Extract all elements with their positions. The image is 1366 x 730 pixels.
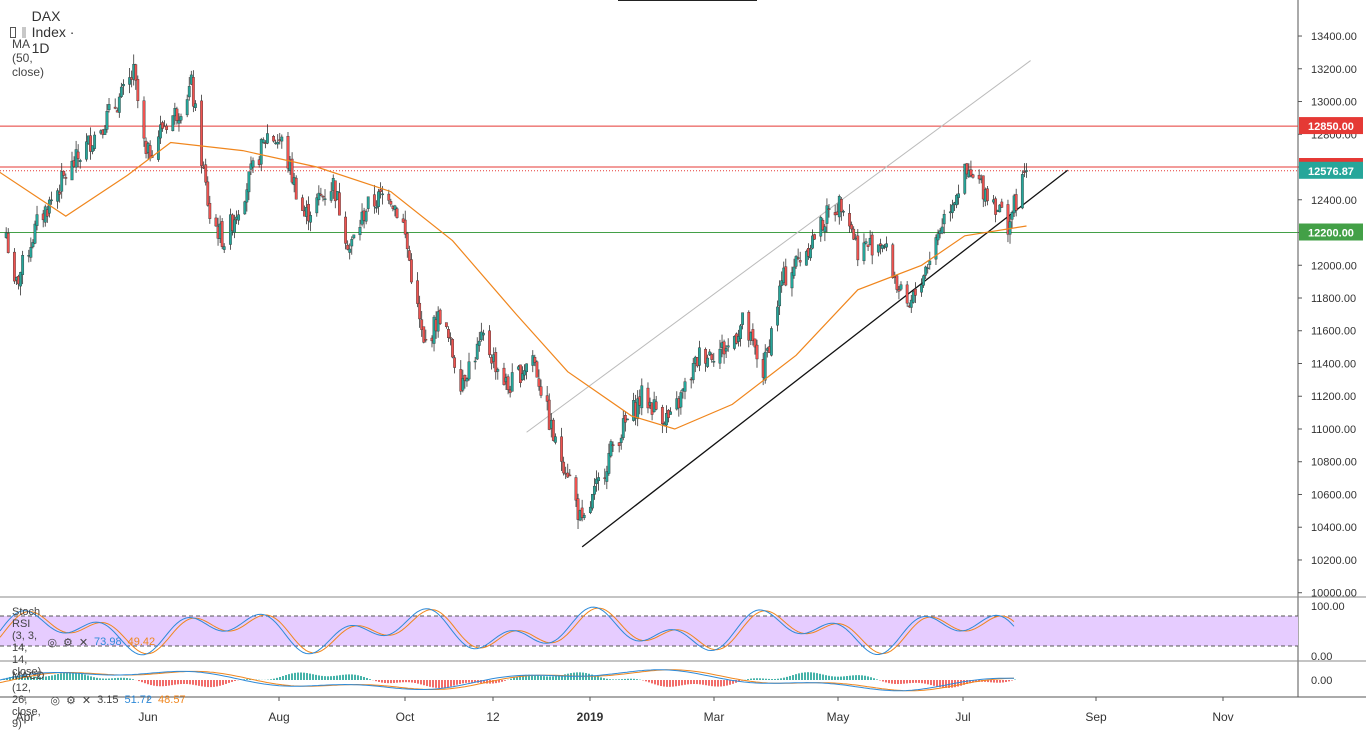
- collapse-icon[interactable]: [10, 27, 16, 38]
- stoch-rsi-legend: Stoch RSI (3, 3, 14, 14, close) ◎ ⚙ ✕ 73…: [12, 606, 155, 678]
- close-icon[interactable]: ✕: [79, 636, 88, 649]
- y-tick-label: 13200.00: [1311, 64, 1357, 76]
- stoch-rsi-label: Stoch RSI (3, 3, 14, 14, close): [12, 606, 41, 678]
- x-tick-label: Aug: [268, 710, 289, 724]
- stoch-k-value: 73.98: [94, 636, 122, 648]
- candle: [295, 175, 297, 199]
- candle: [626, 419, 628, 421]
- y-tick-label: 10600.00: [1311, 489, 1357, 501]
- y-tick-label: 13400.00: [1311, 31, 1357, 43]
- candle: [536, 360, 538, 377]
- y-tick-label: 10000.00: [1311, 588, 1357, 600]
- eye-icon[interactable]: ◎: [50, 694, 60, 707]
- y-tick-label: 11000.00: [1311, 424, 1356, 436]
- x-tick-label: Nov: [1212, 710, 1233, 724]
- candle: [200, 95, 202, 174]
- y-tick-label: 10800.00: [1311, 457, 1357, 469]
- x-tick-label: Mar: [704, 710, 725, 724]
- candle: [892, 243, 894, 279]
- candle: [813, 234, 815, 240]
- eye-icon[interactable]: ◎: [47, 636, 57, 649]
- y-tick-label: 11800.00: [1311, 293, 1356, 305]
- settings-icon[interactable]: ⚙: [63, 636, 73, 649]
- candle: [439, 308, 441, 325]
- macd-label: MACD (12, 26, close, 9): [12, 670, 44, 730]
- close-icon[interactable]: ✕: [82, 694, 91, 707]
- stoch-d-value: 49.42: [128, 636, 156, 648]
- candle: [423, 327, 425, 344]
- y-tick-label: 13000.00: [1311, 97, 1357, 109]
- x-tick-label: 12: [486, 710, 500, 724]
- last-price-label: 12576.87: [1308, 166, 1354, 178]
- flag-icon[interactable]: [22, 27, 26, 38]
- macd-legend: MACD (12, 26, close, 9) ◎ ⚙ ✕ 3.15 51.72…: [12, 670, 186, 730]
- candle: [396, 207, 398, 219]
- candle: [451, 338, 453, 358]
- macd-hist-value: 3.15: [97, 694, 118, 706]
- settings-icon[interactable]: ⚙: [66, 694, 76, 707]
- x-tick-label: Oct: [396, 710, 415, 724]
- rsi-tick-label: 100.00: [1311, 601, 1345, 613]
- y-tick-label: 11400.00: [1311, 358, 1356, 370]
- candle: [1021, 170, 1023, 209]
- y-tick-label: 10200.00: [1311, 555, 1357, 567]
- candle: [906, 281, 908, 307]
- candle: [610, 439, 612, 457]
- x-tick-label: Jul: [955, 710, 970, 724]
- x-tick-label: May: [827, 710, 850, 724]
- y-tick-label: 11600.00: [1311, 326, 1356, 338]
- candle: [770, 326, 772, 356]
- macd-line-value: 51.72: [125, 694, 153, 706]
- candle: [244, 201, 246, 215]
- stoch-rsi-band: [0, 616, 1298, 646]
- level-label: 12200.00: [1308, 228, 1354, 240]
- macd-signal-value: 48.57: [158, 694, 186, 706]
- y-tick-label: 11200.00: [1311, 391, 1356, 403]
- y-tick-label: 12000.00: [1311, 260, 1357, 272]
- candle: [221, 218, 223, 249]
- macd-tick-label: 0.00: [1311, 675, 1332, 687]
- candle: [591, 494, 593, 511]
- y-tick-label: 12400.00: [1311, 195, 1357, 207]
- x-tick-label: 2019: [577, 710, 604, 724]
- candle: [172, 115, 174, 131]
- level-label: 12850.00: [1308, 121, 1354, 133]
- rsi-tick-label: 0.00: [1311, 651, 1332, 663]
- x-tick-label: Sep: [1085, 710, 1107, 724]
- ma-legend: MA (50, close): [12, 37, 44, 79]
- y-tick-label: 10400.00: [1311, 522, 1357, 534]
